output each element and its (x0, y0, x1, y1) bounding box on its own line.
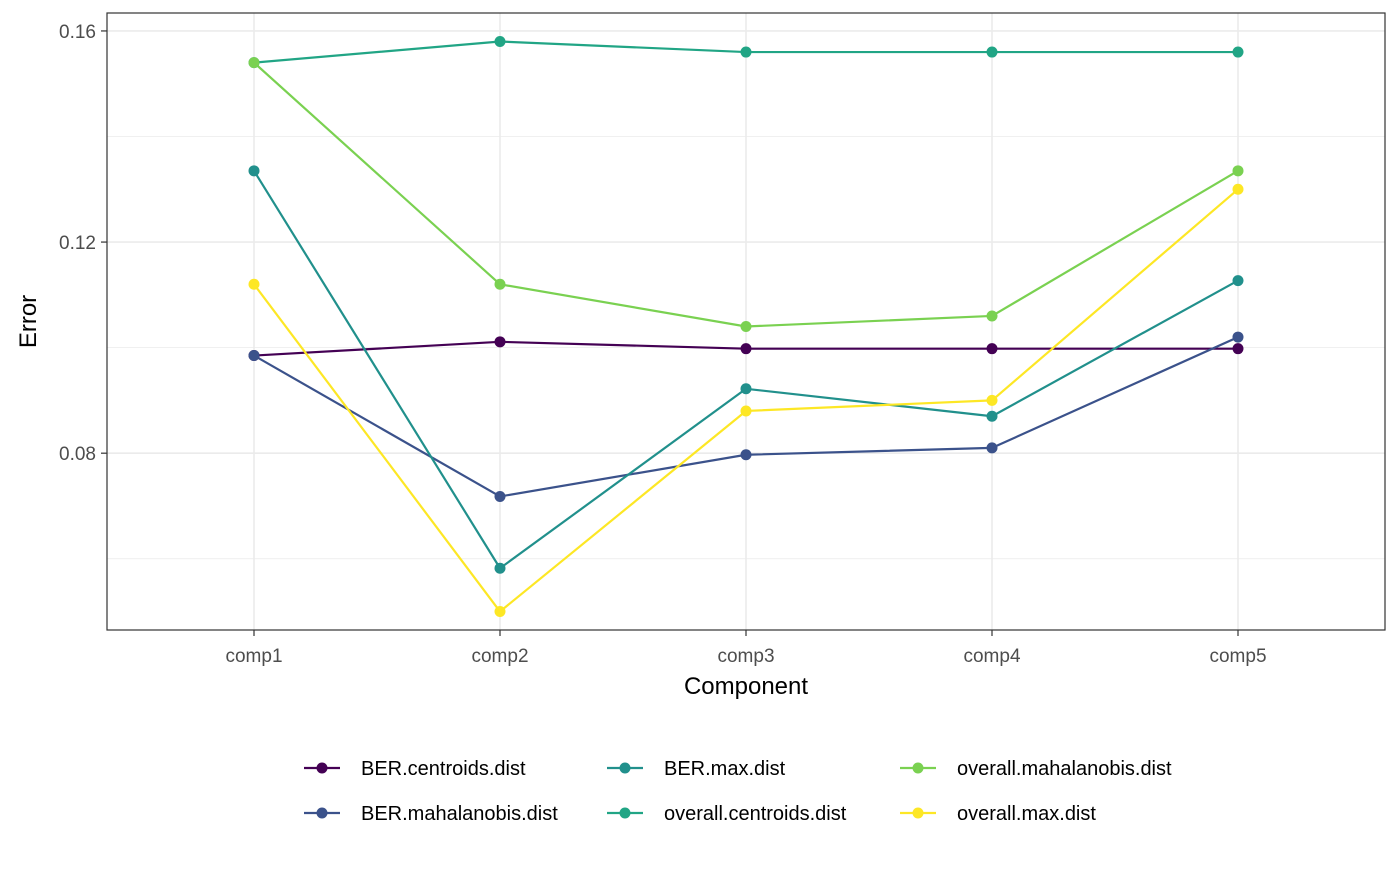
legend-label: overall.mahalanobis.dist (957, 758, 1172, 780)
series-layer (248, 36, 1244, 618)
data-point (986, 442, 998, 454)
legend-label: overall.centroids.dist (664, 803, 847, 825)
data-point (1232, 46, 1244, 58)
x-tick-label: comp1 (225, 646, 282, 667)
y-tick-label: 0.12 (59, 233, 96, 254)
legend-label: overall.max.dist (957, 803, 1096, 825)
data-point (1232, 331, 1244, 343)
data-point (494, 490, 506, 502)
x-axis-title: Component (684, 673, 808, 700)
data-point (740, 321, 752, 333)
data-point (494, 278, 506, 290)
legend-item: BER.centroids.dist (304, 758, 526, 780)
legend-item: overall.centroids.dist (607, 803, 847, 825)
grid (107, 13, 1385, 630)
data-point (494, 36, 506, 48)
legend-item: BER.mahalanobis.dist (304, 803, 558, 825)
x-tick-label: comp4 (963, 646, 1020, 667)
data-point (1232, 183, 1244, 195)
y-axis-title: Error (15, 295, 42, 348)
data-point (986, 343, 998, 355)
data-point (740, 343, 752, 355)
legend-key-point (912, 762, 924, 774)
data-point (740, 405, 752, 417)
data-point (1232, 165, 1244, 177)
legend-item: overall.max.dist (900, 803, 1096, 825)
legend-key-point (619, 807, 631, 819)
axes: 0.08 0.12 0.16 comp1 comp2 comp3 comp4 comp5 (59, 22, 1267, 667)
data-point (740, 449, 752, 461)
legend-item: BER.max.dist (607, 758, 786, 780)
legend-label: BER.centroids.dist (361, 758, 526, 780)
legend: BER.centroids.dist BER.mahalanobis.dist BE… (304, 758, 1172, 825)
data-point (986, 394, 998, 406)
legend-label: BER.mahalanobis.dist (361, 803, 558, 825)
legend-key-point (316, 762, 328, 774)
legend-key-point (316, 807, 328, 819)
legend-label: BER.max.dist (664, 758, 786, 780)
data-point (986, 410, 998, 422)
legend-key-point (912, 807, 924, 819)
data-point (494, 336, 506, 348)
data-point (494, 562, 506, 574)
data-point (1232, 275, 1244, 287)
data-point (248, 165, 260, 177)
data-point (1232, 343, 1244, 355)
x-tick-label: comp5 (1209, 646, 1266, 667)
legend-item: overall.mahalanobis.dist (900, 758, 1172, 780)
x-tick-label: comp2 (471, 646, 528, 667)
x-tick-label: comp3 (717, 646, 774, 667)
data-point (986, 46, 998, 58)
legend-key-point (619, 762, 631, 774)
data-point (248, 350, 260, 362)
y-tick-label: 0.16 (59, 22, 96, 43)
y-tick-label: 0.08 (59, 444, 96, 465)
data-point (248, 278, 260, 290)
data-point (248, 57, 260, 69)
data-point (740, 46, 752, 58)
data-point (740, 383, 752, 395)
data-point (494, 606, 506, 618)
data-point (986, 310, 998, 322)
